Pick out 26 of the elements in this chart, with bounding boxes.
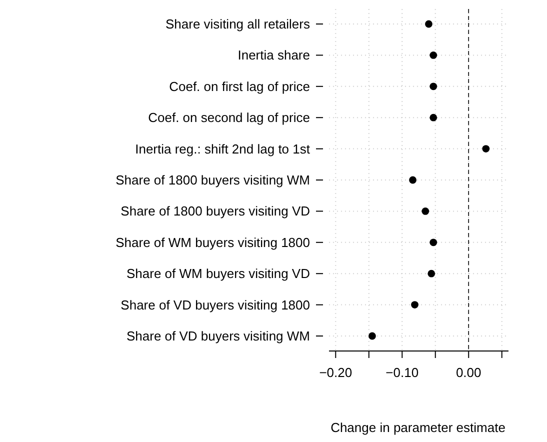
y-tick-label: Share of 1800 buyers visiting VD bbox=[120, 204, 310, 219]
x-tick-label: −0.10 bbox=[386, 365, 419, 380]
point bbox=[428, 270, 436, 278]
y-tick-label: Inertia share bbox=[238, 48, 310, 63]
point bbox=[430, 82, 438, 90]
point bbox=[430, 238, 438, 246]
y-tick-label: Share of VD buyers visiting 1800 bbox=[120, 297, 310, 312]
y-tick-label: Share of WM buyers visiting 1800 bbox=[116, 234, 310, 250]
point bbox=[409, 176, 416, 184]
y-tick-label: Share of 1800 buyers visiting WM bbox=[116, 172, 310, 188]
y-tick-label: Share of WM buyers visiting VD bbox=[126, 266, 310, 282]
point bbox=[430, 52, 438, 59]
y-tick-label: Share of VD buyers visiting WM bbox=[126, 328, 310, 344]
x-axis-title: Change in parameter estimate bbox=[330, 420, 506, 435]
point bbox=[482, 145, 490, 152]
point bbox=[425, 20, 432, 28]
y-tick-label: Coef. on first lag of price bbox=[169, 78, 310, 94]
y-tick-label: Coef. on second lag of price bbox=[148, 110, 310, 126]
y-tick-label: Share visiting all retailers bbox=[165, 16, 310, 32]
point bbox=[368, 332, 376, 340]
point bbox=[430, 114, 438, 122]
point bbox=[422, 208, 430, 215]
x-tick-label: 0.00 bbox=[456, 365, 482, 380]
y-tick-label: Inertia reg.: shift 2nd lag to 1st bbox=[135, 141, 310, 156]
x-tick-label: −0.20 bbox=[319, 365, 352, 380]
point bbox=[411, 301, 418, 308]
